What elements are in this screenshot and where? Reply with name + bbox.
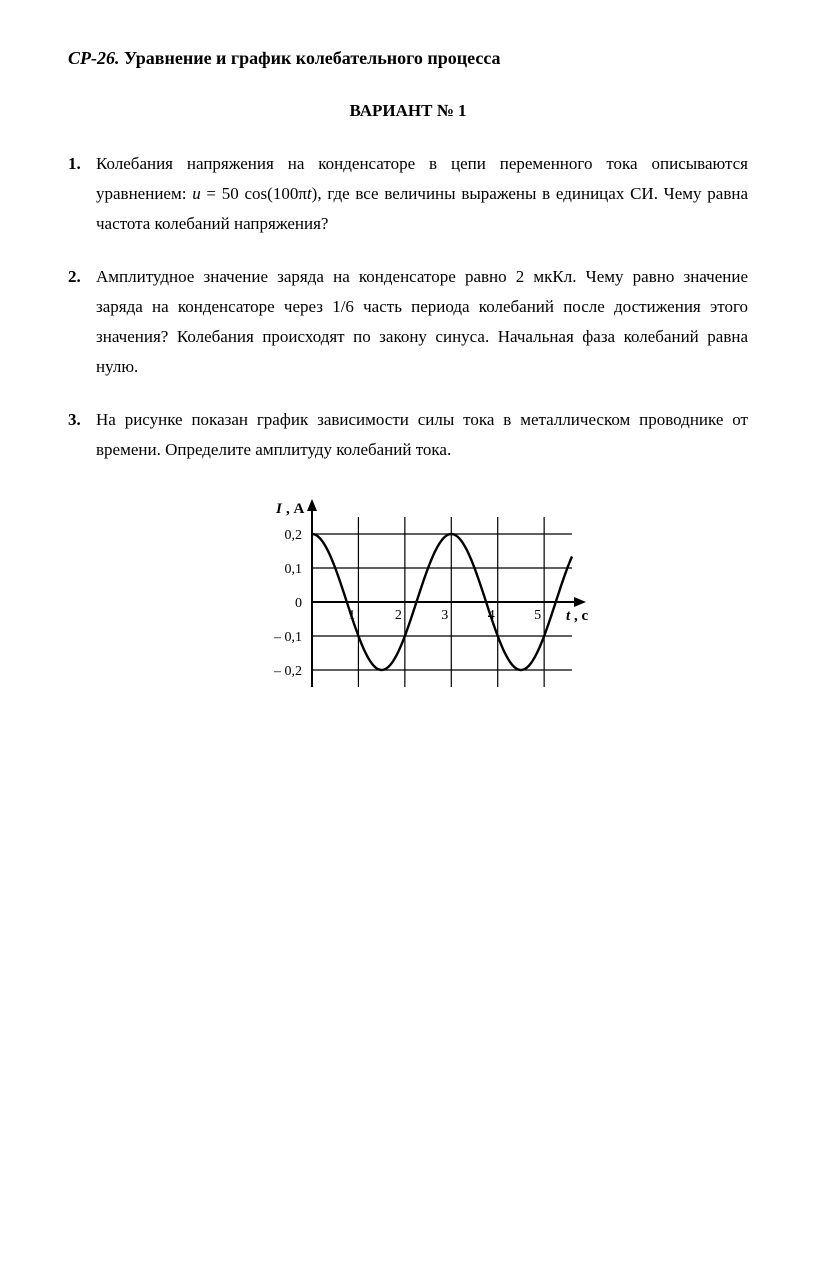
svg-text:, А: , А — [286, 501, 305, 517]
svg-text:, с: , с — [574, 608, 588, 624]
problem-3: 3.На рисунке показан график зависимости … — [68, 405, 748, 465]
svg-text:I: I — [275, 501, 283, 517]
problem-2: 2.Амплитудное значение заряда на конденс… — [68, 262, 748, 381]
problem-text: На рисунке показан график зависимости си… — [96, 405, 748, 465]
svg-text:0,1: 0,1 — [285, 562, 303, 577]
problem-number: 1. — [68, 149, 96, 238]
variant-title: ВАРИАНТ № 1 — [68, 101, 748, 121]
problems-list: 1.Колебания напряжения на конденсаторе в… — [68, 149, 748, 465]
worksheet-header: СР-26. Уравнение и график колебательного… — [68, 48, 748, 69]
svg-text:– 0,1: – 0,1 — [273, 630, 302, 645]
header-title: Уравнение и график колебательного процес… — [120, 48, 501, 68]
problem-text: Колебания напряжения на конденсаторе в ц… — [96, 149, 748, 238]
svg-text:4: 4 — [488, 608, 495, 623]
svg-text:2: 2 — [395, 608, 402, 623]
problem-number: 3. — [68, 405, 96, 465]
problem-number: 2. — [68, 262, 96, 381]
svg-text:5: 5 — [534, 608, 541, 623]
svg-text:0: 0 — [295, 596, 302, 611]
problem-text: Амплитудное значение заряда на конденсат… — [96, 262, 748, 381]
svg-text:1: 1 — [348, 608, 355, 623]
svg-text:0,2: 0,2 — [285, 528, 303, 543]
problem-1: 1.Колебания напряжения на конденсаторе в… — [68, 149, 748, 238]
svg-text:3: 3 — [441, 608, 448, 623]
header-label: СР-26. — [68, 48, 120, 68]
svg-text:t: t — [566, 608, 571, 624]
chart-container: I, А t, с 0,2 0,1 0 – 0,1 – 0,2 1 2 3 4 5 — [68, 493, 748, 713]
oscillation-chart: I, А t, с 0,2 0,1 0 – 0,1 – 0,2 1 2 3 4 5 — [228, 493, 588, 713]
svg-text:– 0,2: – 0,2 — [273, 664, 302, 679]
